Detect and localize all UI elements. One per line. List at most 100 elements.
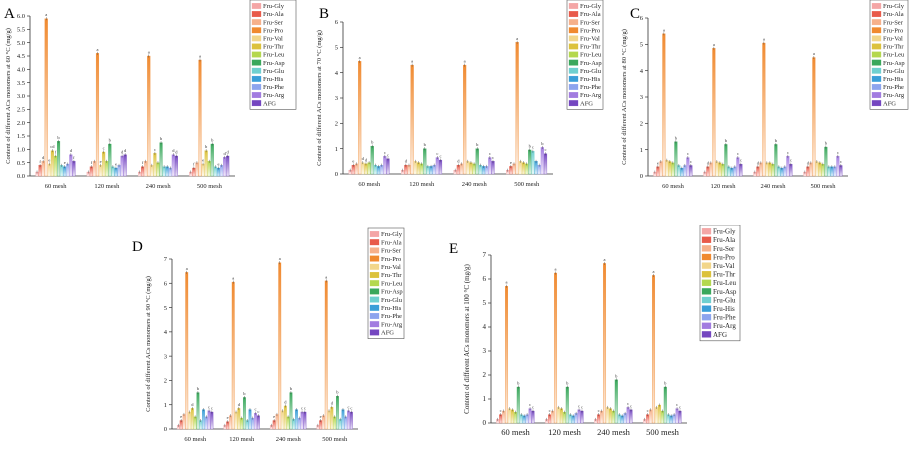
bar-significance-label: d (191, 402, 194, 407)
bar-significance-label: c (436, 151, 438, 156)
panel-label-e: E (449, 241, 459, 257)
bar-significance-label: f (55, 150, 57, 155)
y-tick-label: 3 (335, 95, 338, 102)
bar-significance-label: e (48, 158, 50, 163)
bar (185, 272, 189, 430)
bar (683, 165, 687, 177)
bar-significance-label: d (284, 399, 287, 404)
bar-significance-label: a (763, 37, 765, 42)
bar-significance-label: a (653, 269, 655, 274)
legend-swatch (701, 331, 712, 338)
bar-significance-label: d (175, 150, 178, 155)
bar (512, 163, 516, 175)
legend-swatch (701, 271, 712, 278)
y-tick-label: 5 (640, 42, 643, 49)
bar (193, 416, 197, 430)
bar (423, 148, 427, 175)
bar (626, 407, 630, 424)
bar-significance-label: c (690, 159, 692, 164)
bar (72, 161, 76, 177)
bar (600, 410, 604, 424)
bar (242, 397, 246, 430)
bar (416, 162, 421, 175)
bar (147, 55, 151, 177)
bar-significance-label: a (506, 280, 508, 285)
panel-label-d: D (132, 239, 143, 255)
bar (66, 163, 70, 177)
legend-label: Fru-Ala (883, 11, 904, 18)
bar (611, 410, 615, 424)
panel-label-b: B (319, 6, 330, 22)
bar-significance-label: b (517, 381, 520, 386)
bar (516, 386, 520, 424)
bar-significance-label: c (255, 407, 257, 412)
bar (202, 409, 205, 430)
y-tick-label: 3 (483, 347, 487, 355)
bar (605, 407, 609, 424)
legend-swatch (568, 59, 579, 66)
bar-significance-label: b (529, 143, 532, 148)
x-tick-label: 60 mesh (501, 427, 530, 437)
bar-significance-label: f (39, 159, 41, 164)
legend-label: Fru-Leu (580, 52, 602, 59)
bar (354, 163, 359, 175)
bar (521, 162, 526, 175)
y-tick-label: 0.0 (17, 173, 25, 180)
legend-label: Fru-His (263, 76, 284, 83)
bar (234, 411, 238, 430)
bar-significance-label: b (476, 142, 479, 147)
bar (248, 409, 252, 430)
bar-significance-label: b (205, 144, 208, 149)
bar (649, 409, 653, 424)
bar-significance-label: d (223, 151, 226, 156)
legend-label: Fru-Gly (263, 3, 285, 10)
y-tick-label: 3.0 (17, 93, 25, 100)
bar (531, 151, 535, 175)
bar (153, 153, 157, 177)
legend-label: AFG (381, 330, 394, 337)
bar-significance-label: a (663, 27, 665, 32)
legend-swatch (568, 92, 579, 98)
bar (335, 396, 339, 430)
legend-swatch (871, 59, 882, 66)
y-axis-title: Content of different ACs monomers at 60 … (5, 28, 12, 164)
bar (341, 409, 345, 430)
legend-label: Fru-Gly (580, 3, 602, 10)
bar-significance-label: a (555, 267, 557, 272)
bar-significance-label: b (57, 135, 60, 140)
legend-swatch (251, 11, 262, 17)
bar-significance-label: c (578, 403, 580, 408)
legend-label: Fru-Ala (381, 239, 402, 246)
legend-swatch (369, 247, 380, 254)
bar-significance-label: c (211, 406, 213, 411)
legend-swatch (369, 321, 380, 328)
bar (768, 162, 772, 177)
bar (435, 157, 439, 175)
bar (57, 141, 61, 177)
bar-significance-label: c (647, 408, 649, 413)
bar-significance-label: c (627, 401, 629, 406)
x-tick-label: 500 mesh (514, 181, 540, 188)
bar (201, 163, 205, 177)
y-tick-label: 2.0 (17, 120, 25, 127)
y-tick-label: 6 (335, 19, 339, 26)
bar (188, 411, 191, 430)
legend-label: Fru-Gly (883, 3, 905, 10)
bar-significance-label: e (352, 159, 354, 164)
y-tick-label: 0 (483, 419, 487, 427)
bar-significance-label: c (837, 150, 839, 155)
bar-significance-label: c (103, 146, 105, 151)
bar-significance-label: b (664, 381, 667, 386)
bar (237, 408, 241, 430)
legend-label: Fru-Arg (263, 92, 285, 99)
legend-swatch (568, 35, 579, 42)
legend-label: Fru-Glu (883, 68, 905, 75)
x-tick-label: 120 mesh (710, 183, 736, 190)
y-tick-label: 6.0 (17, 13, 25, 20)
legend-swatch (251, 51, 262, 58)
bar (60, 165, 64, 177)
bar-significance-label: d (42, 155, 45, 160)
bar-significance-label: d (362, 156, 365, 161)
bar (349, 411, 353, 430)
bar-significance-label: e (115, 162, 117, 167)
